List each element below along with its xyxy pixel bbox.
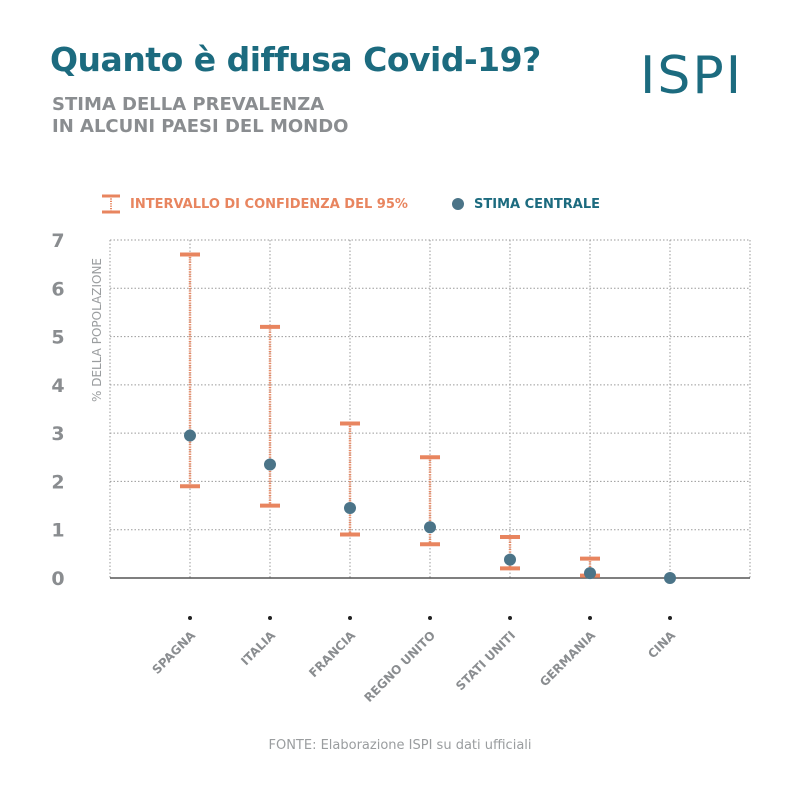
y-tick-label: 4: [51, 375, 64, 397]
central-estimate-point: [584, 567, 596, 580]
y-tick-label: 1: [51, 520, 64, 542]
subtitle-line-2: IN ALCUNI PAESI DEL MONDO: [52, 116, 349, 137]
x-tick-label: ITALIA: [238, 628, 278, 668]
x-tick-label: SPAGNA: [149, 628, 198, 677]
y-tick-label: 3: [51, 423, 64, 445]
central-estimate-point: [664, 572, 676, 584]
central-estimate-point: [344, 501, 356, 514]
x-tick-dot: [428, 616, 432, 620]
y-tick-label: 6: [51, 278, 64, 300]
x-tick-label: STATI UNITI: [453, 628, 518, 693]
legend-confidence-interval: INTERVALLO DI CONFIDENZA DEL 95%: [100, 192, 408, 216]
y-tick-label: 5: [51, 327, 64, 349]
legend-central-estimate: STIMA CENTRALE: [452, 192, 600, 216]
central-estimate-point: [264, 458, 276, 471]
y-axis-label: % DELLA POPOLAZIONE: [90, 258, 104, 402]
legend-central-label: STIMA CENTRALE: [474, 196, 600, 212]
x-tick-dot: [348, 616, 352, 620]
y-tick-label: 2: [51, 471, 64, 493]
x-tick-label: FRANCIA: [306, 628, 358, 680]
y-tick-label: 0: [51, 568, 64, 590]
x-tick-dot: [268, 616, 272, 620]
x-tick-dot: [508, 616, 512, 620]
subtitle-line-1: STIMA DELLA PREVALENZA: [52, 94, 325, 115]
ispi-logo: ISPI: [640, 46, 744, 106]
central-estimate-point: [424, 521, 436, 534]
source-note: FONTE: Elaborazione ISPI su dati ufficia…: [268, 738, 532, 753]
x-tick-dot: [188, 616, 192, 620]
legend-ci-label: INTERVALLO DI CONFIDENZA DEL 95%: [130, 196, 408, 212]
x-tick-dot: [668, 616, 672, 620]
x-tick-dot: [588, 616, 592, 620]
central-estimate-point: [184, 429, 196, 442]
chart-subtitle: STIMA DELLA PREVALENZA IN ALCUNI PAESI D…: [52, 94, 348, 138]
y-tick-label: 7: [51, 230, 64, 252]
x-tick-label: GERMANIA: [537, 628, 599, 690]
chart-title: Quanto è diffusa Covid-19?: [50, 40, 541, 79]
x-tick-label: CINA: [645, 628, 678, 661]
x-tick-label: REGNO UNITO: [361, 628, 438, 705]
central-estimate-point: [504, 553, 516, 566]
dot-icon: [452, 198, 464, 210]
error-bar-icon: [102, 194, 120, 214]
